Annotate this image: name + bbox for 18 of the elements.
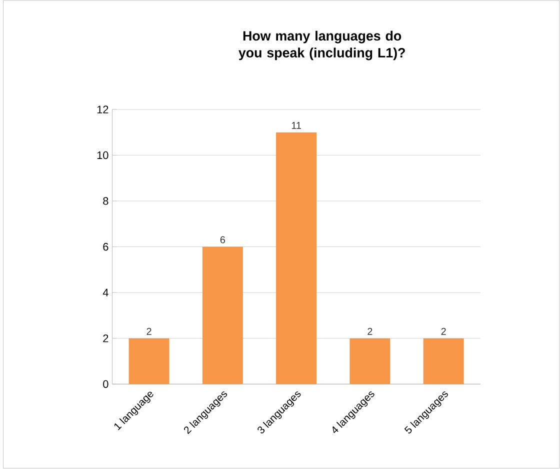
- bar: [423, 338, 464, 384]
- bar: [276, 132, 317, 384]
- y-tick-label: 0: [103, 380, 108, 388]
- data-label: 2: [368, 328, 372, 335]
- chart-title: How many languages do you speak (including L1)?: [238, 30, 405, 60]
- data-label: 11: [292, 122, 301, 129]
- bar: [128, 338, 170, 384]
- y-tick-label: 4: [102, 288, 108, 296]
- bar: [350, 338, 390, 384]
- y-tick-label: 6: [103, 243, 108, 251]
- y-tick-label: 2: [103, 334, 108, 342]
- y-tick-label: 10: [97, 152, 108, 160]
- y-tick-label: 8: [103, 197, 108, 206]
- data-label: 2: [441, 328, 446, 335]
- y-tick-label: 12: [97, 106, 108, 114]
- bar: [202, 246, 243, 384]
- data-label: 6: [220, 236, 225, 244]
- data-label: 2: [146, 328, 152, 335]
